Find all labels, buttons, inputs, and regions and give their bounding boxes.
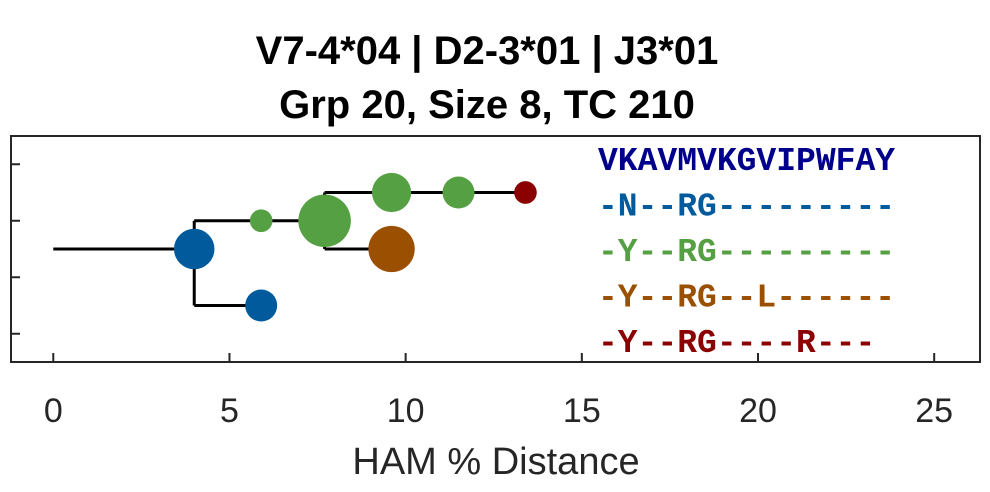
sequence-1: VKAVMVKGVIPWFAY	[598, 143, 895, 180]
sequence-3: -Y--RG---------	[598, 234, 895, 271]
x-axis-label: HAM % Distance	[352, 441, 639, 483]
tree-node-5	[371, 172, 412, 213]
tree-branches	[53, 191, 526, 307]
chart-title-line-1: V7-4*04 | D2-3*01 | J3*01	[256, 29, 719, 73]
sequence-alignment: VKAVMVKGVIPWFAY -N--RG--------- -Y--RG----…	[598, 143, 895, 362]
chart-title-line-2: Grp 20, Size 8, TC 210	[279, 83, 695, 127]
tree-node-4	[298, 194, 351, 248]
tree-node-2	[245, 289, 278, 322]
x-tick-label-0: 0	[44, 392, 63, 430]
tree-nodes	[173, 172, 537, 322]
x-tick-label-20: 20	[739, 392, 777, 430]
plot-area-frame	[10, 135, 981, 363]
tree-node-7	[514, 181, 537, 204]
sequence-4: -Y--RG--L------	[598, 280, 895, 317]
sequence-5: -Y--RG----R---	[598, 325, 875, 362]
y-axis-ticks	[11, 163, 20, 335]
x-tick-label-15: 15	[563, 392, 601, 430]
tree-node-8	[368, 225, 415, 273]
x-axis-ticks: 0 5 10 15 20 25	[44, 353, 953, 430]
x-tick-label-10: 10	[387, 392, 425, 430]
tree-node-6	[442, 176, 475, 209]
tree-node-1	[173, 228, 215, 270]
tree-node-3	[249, 209, 273, 233]
sequence-2: -N--RG---------	[598, 189, 895, 226]
x-tick-label-25: 25	[915, 392, 953, 430]
x-tick-label-5: 5	[220, 392, 239, 430]
